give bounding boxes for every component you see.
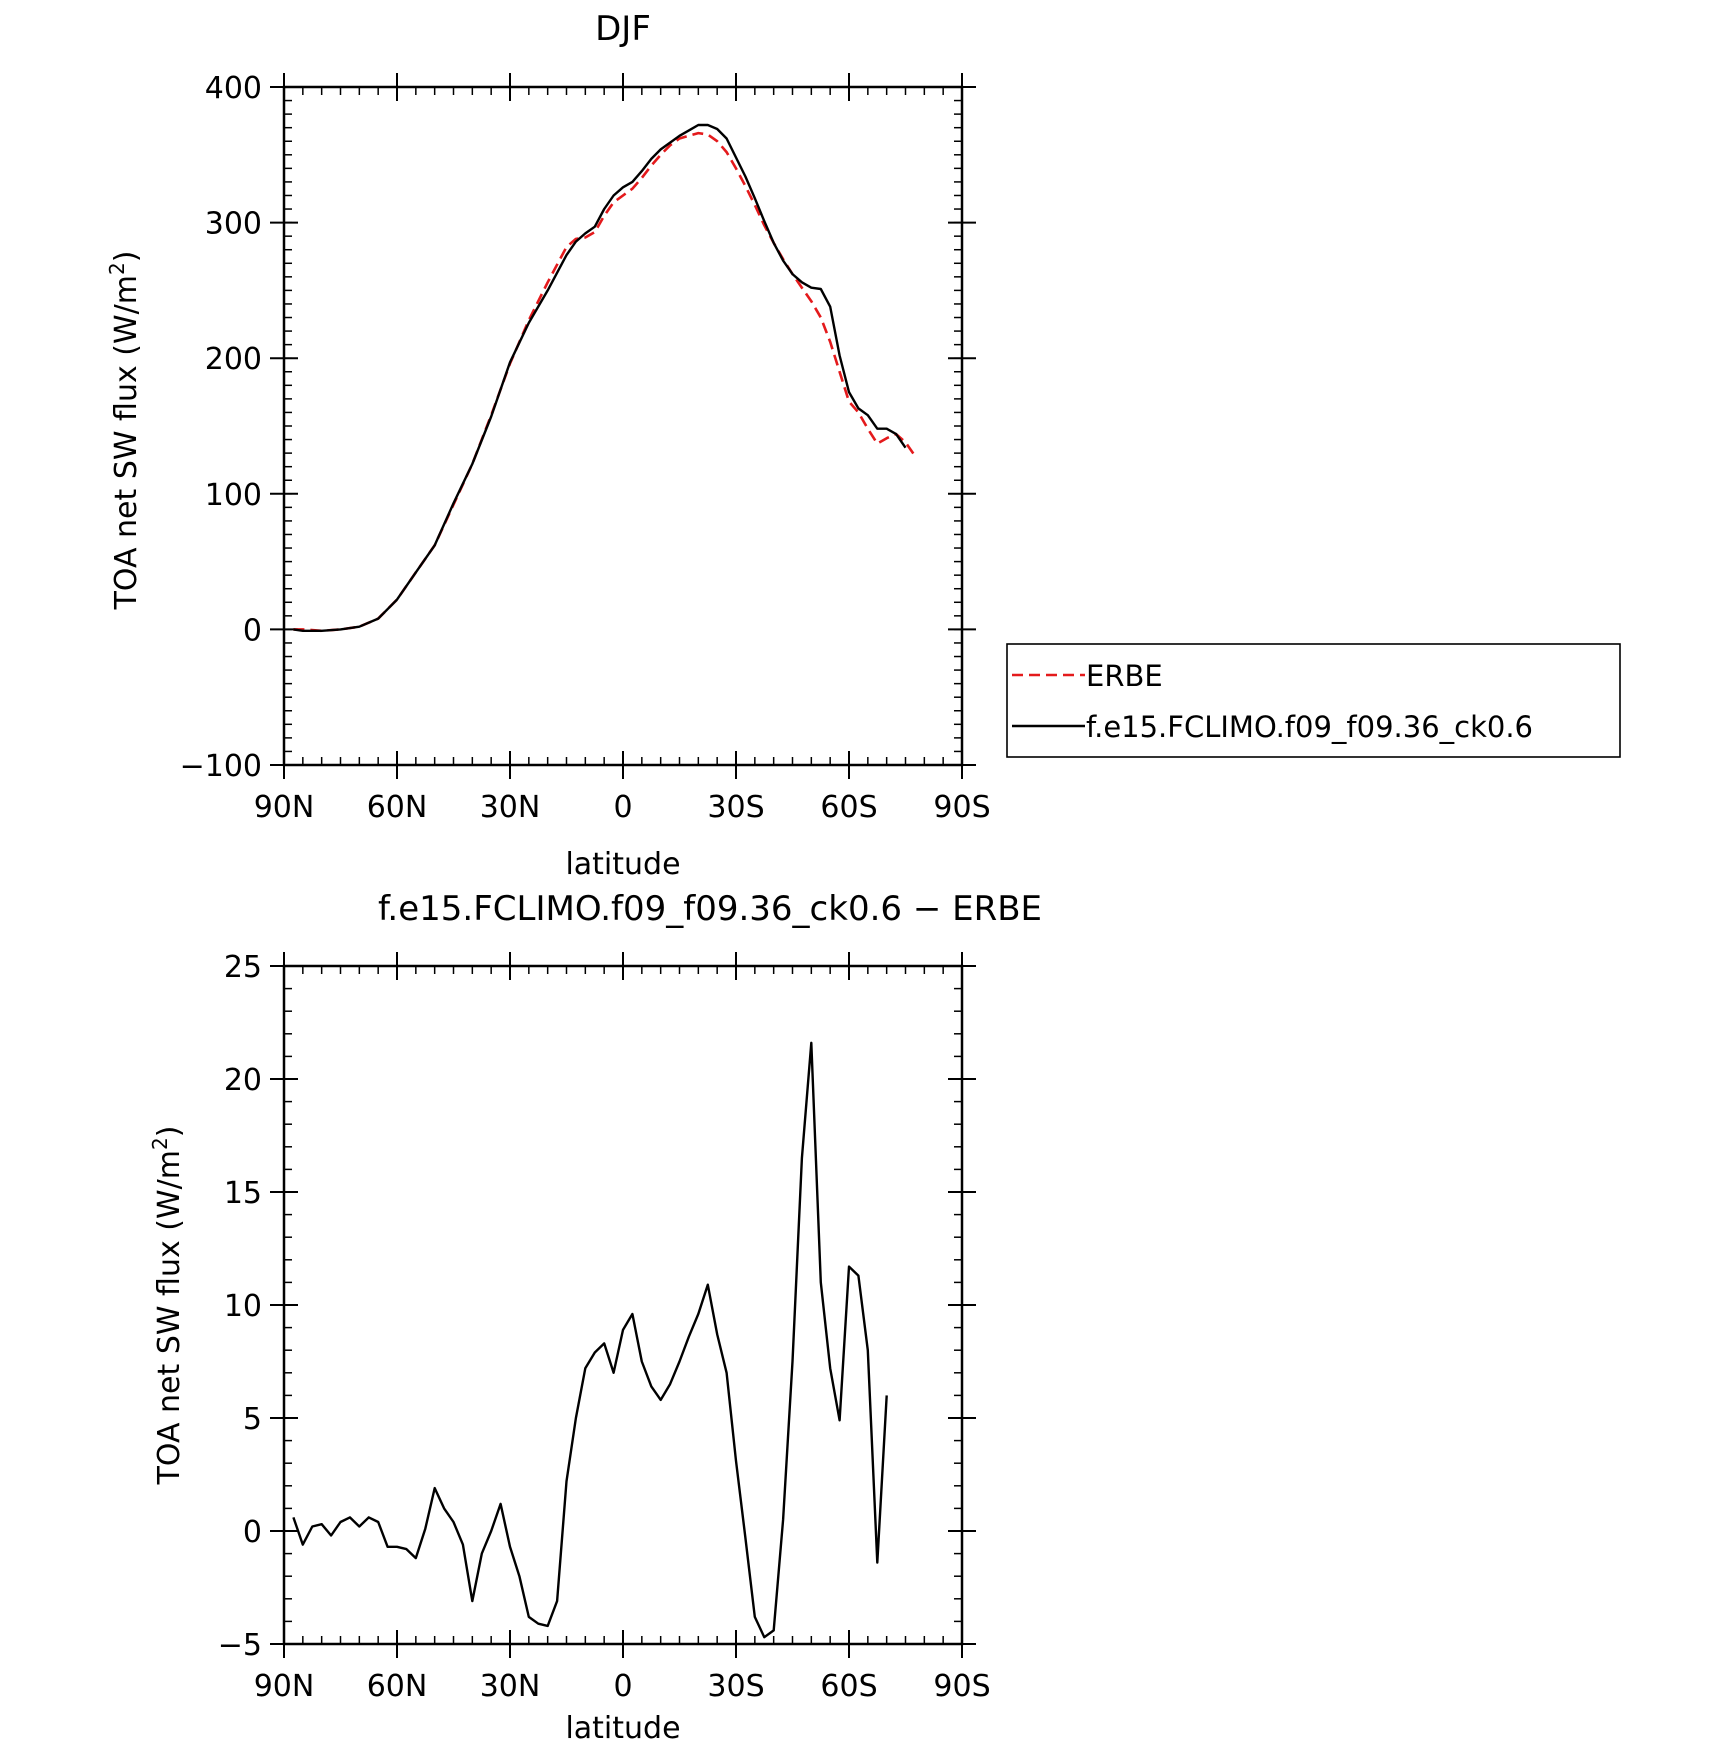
- bottom-x-tick-label: 0: [613, 1669, 632, 1704]
- bottom-y-tick-label: −5: [218, 1628, 262, 1663]
- bottom-x-tick-label: 90S: [933, 1669, 990, 1704]
- bottom-y-tick-label: 25: [224, 950, 262, 985]
- bottom-y-tick-label: 15: [224, 1176, 262, 1211]
- legend: ERBE f.e15.FCLIMO.f09_f09.36_ck0.6: [1006, 643, 1621, 758]
- top-x-tick-label: 30N: [480, 790, 541, 825]
- top-y-tick-label: 300: [205, 207, 262, 242]
- top-x-tick-label: 90N: [254, 790, 315, 825]
- top-y-tick-label: 400: [205, 71, 262, 106]
- bottom-y-tick-label: 5: [243, 1402, 262, 1437]
- bottom-y-axis-label-end: ): [152, 1126, 187, 1138]
- bottom-panel: f.e15.FCLIMO.f09_f09.36_ck0.6 − ERBE −5 0…: [148, 889, 1042, 1745]
- bottom-x-axis-label: latitude: [565, 1711, 680, 1745]
- bottom-x-tick-label: 30S: [707, 1669, 764, 1704]
- bottom-y-tick-label: 0: [243, 1515, 262, 1550]
- bottom-series-lines: [292, 1041, 888, 1639]
- top-tick-marks: [270, 73, 976, 779]
- legend-box: [1006, 643, 1621, 758]
- top-y-tick-label: −100: [180, 749, 262, 784]
- bottom-chart-title: f.e15.FCLIMO.f09_f09.36_ck0.6 − ERBE: [378, 889, 1042, 929]
- top-y-tick-label: 0: [243, 613, 262, 648]
- bottom-x-tick-labels: 90N 60N 30N 0 30S 60S 90S: [254, 1669, 991, 1704]
- bottom-y-tick-label: 10: [224, 1289, 262, 1324]
- top-x-tick-label: 0: [613, 790, 632, 825]
- bottom-y-tick-label: 20: [224, 1063, 262, 1098]
- bottom-x-tick-label: 60N: [367, 1669, 428, 1704]
- top-y-axis-label-sup: 2: [105, 262, 129, 275]
- top-x-tick-label: 60N: [367, 790, 428, 825]
- top-series-line-f-e15-fclimo-f09-f09-36-ck0-6: [293, 123, 907, 632]
- top-x-tick-labels: 90N 60N 30N 0 30S 60S 90S: [254, 790, 991, 825]
- bottom-y-axis-label-main: TOA net SW flux (W/m: [152, 1150, 187, 1485]
- top-y-axis-label: TOA net SW flux (W/m2): [105, 251, 144, 611]
- bottom-series-line-difference: [292, 1041, 888, 1639]
- bottom-y-tick-labels: −5 0 5 10 15 20 25: [218, 950, 262, 1663]
- top-x-tick-label: 60S: [820, 790, 877, 825]
- bottom-x-tick-label: 30N: [480, 1669, 541, 1704]
- top-series-lines: [293, 123, 916, 633]
- top-y-axis-label-main: TOA net SW flux (W/m: [109, 275, 144, 610]
- bottom-x-tick-label: 90N: [254, 1669, 315, 1704]
- top-y-tick-label: 100: [205, 478, 262, 513]
- legend-model-label: f.e15.FCLIMO.f09_f09.36_ck0.6: [1086, 710, 1533, 744]
- top-y-axis-label-end: ): [109, 251, 144, 263]
- bottom-x-tick-label: 60S: [820, 1669, 877, 1704]
- top-x-tick-label: 30S: [707, 790, 764, 825]
- top-y-tick-label: 200: [205, 342, 262, 377]
- bottom-tick-marks: [270, 952, 976, 1658]
- top-x-tick-label: 90S: [933, 790, 990, 825]
- top-y-tick-labels: −100 0 100 200 300 400: [180, 71, 262, 784]
- bottom-y-axis-label: TOA net SW flux (W/m2): [148, 1126, 187, 1486]
- legend-erbe-label: ERBE: [1086, 659, 1163, 693]
- top-chart-title: DJF: [595, 9, 651, 49]
- top-x-axis-label: latitude: [565, 847, 680, 882]
- bottom-y-axis-label-sup: 2: [148, 1137, 172, 1150]
